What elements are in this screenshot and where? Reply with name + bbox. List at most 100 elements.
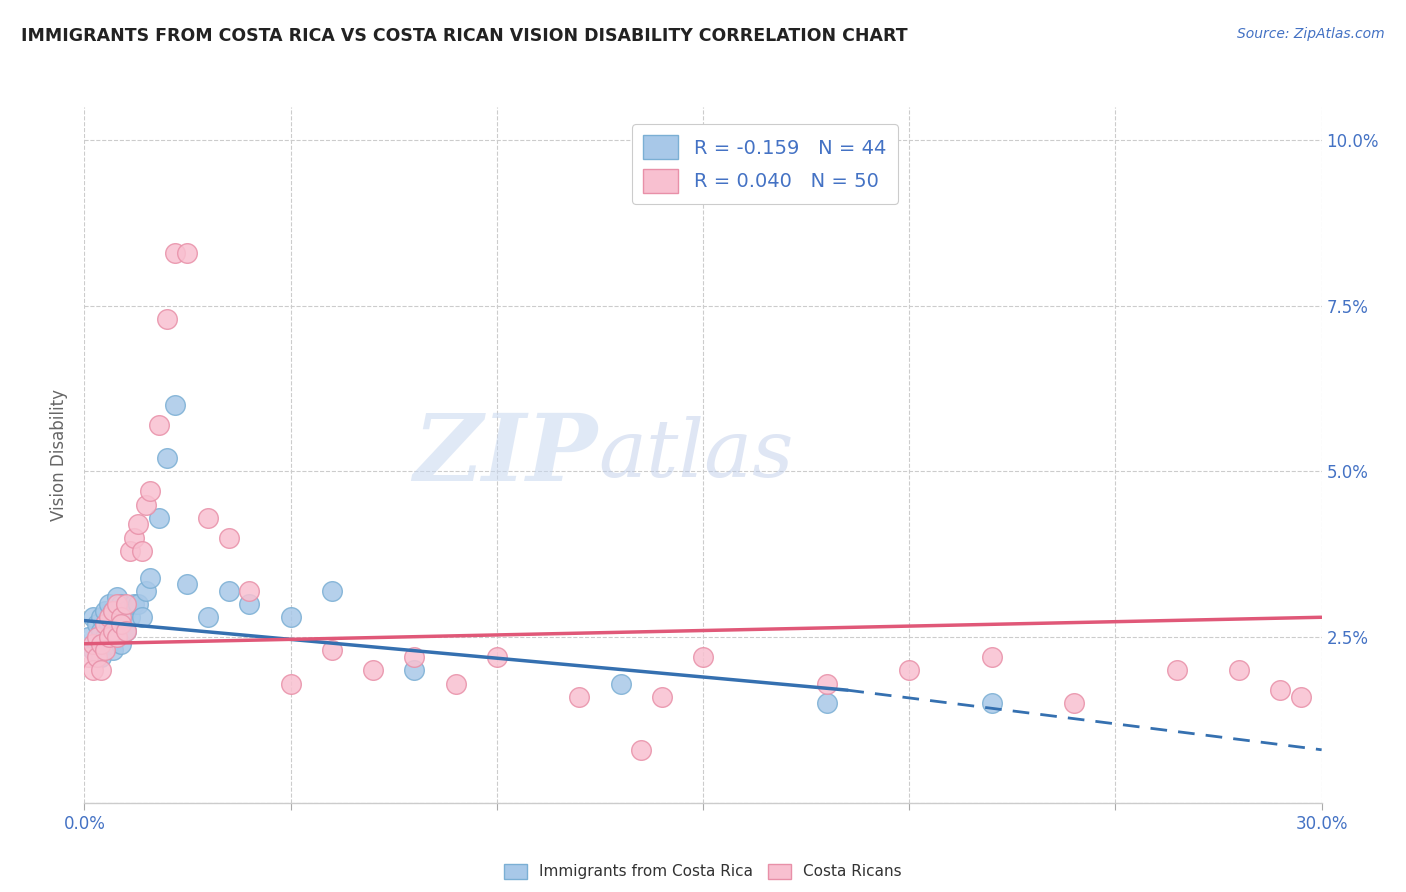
Point	[165, 245, 187, 260]
Point	[148, 511, 170, 525]
Point	[139, 484, 162, 499]
Point	[321, 643, 343, 657]
Point	[110, 610, 132, 624]
Point	[90, 663, 112, 677]
Point	[176, 577, 198, 591]
Point	[404, 650, 426, 665]
Point	[110, 637, 132, 651]
Point	[321, 583, 343, 598]
Point	[444, 676, 467, 690]
Point	[609, 676, 631, 690]
Point	[114, 624, 136, 638]
Point	[105, 630, 128, 644]
Point	[105, 630, 128, 644]
Point	[156, 312, 179, 326]
Point	[815, 676, 838, 690]
Point	[980, 650, 1002, 665]
Point	[86, 637, 108, 651]
Point	[238, 597, 260, 611]
Point	[135, 498, 157, 512]
Point	[280, 610, 302, 624]
Point	[94, 616, 117, 631]
Point	[86, 630, 108, 644]
Point	[82, 663, 104, 677]
Point	[105, 591, 128, 605]
Point	[135, 583, 157, 598]
Point	[197, 511, 219, 525]
Point	[77, 630, 100, 644]
Point	[98, 610, 121, 624]
Point	[105, 597, 128, 611]
Point	[103, 643, 125, 657]
Point	[238, 583, 260, 598]
Legend: Immigrants from Costa Rica, Costa Ricans: Immigrants from Costa Rica, Costa Ricans	[498, 857, 908, 886]
Point	[122, 597, 145, 611]
Text: ZIP: ZIP	[413, 410, 598, 500]
Point	[103, 624, 125, 638]
Point	[1063, 697, 1085, 711]
Point	[90, 650, 112, 665]
Point	[98, 637, 121, 651]
Point	[86, 650, 108, 665]
Point	[485, 650, 508, 665]
Point	[90, 624, 112, 638]
Y-axis label: Vision Disability: Vision Disability	[51, 389, 69, 521]
Point	[77, 650, 100, 665]
Point	[118, 610, 141, 624]
Point	[94, 604, 117, 618]
Point	[105, 610, 128, 624]
Point	[114, 624, 136, 638]
Point	[651, 690, 673, 704]
Point	[131, 544, 153, 558]
Point	[361, 663, 384, 677]
Point	[90, 610, 112, 624]
Point	[692, 650, 714, 665]
Point	[90, 637, 112, 651]
Point	[404, 663, 426, 677]
Point	[103, 624, 125, 638]
Point	[1270, 683, 1292, 698]
Text: IMMIGRANTS FROM COSTA RICA VS COSTA RICAN VISION DISABILITY CORRELATION CHART: IMMIGRANTS FROM COSTA RICA VS COSTA RICA…	[21, 27, 908, 45]
Point	[1289, 690, 1312, 704]
Point	[98, 597, 121, 611]
Point	[176, 245, 198, 260]
Point	[218, 583, 240, 598]
Point	[86, 616, 108, 631]
Point	[98, 616, 121, 631]
Point	[568, 690, 591, 704]
Point	[139, 570, 162, 584]
Point	[94, 643, 117, 657]
Point	[110, 616, 132, 631]
Point	[280, 676, 302, 690]
Point	[898, 663, 921, 677]
Point	[197, 610, 219, 624]
Point	[127, 517, 149, 532]
Point	[118, 544, 141, 558]
Point	[980, 697, 1002, 711]
Point	[94, 616, 117, 631]
Point	[103, 604, 125, 618]
Point	[131, 610, 153, 624]
Point	[98, 630, 121, 644]
Point	[148, 418, 170, 433]
Point	[82, 643, 104, 657]
Point	[82, 610, 104, 624]
Text: atlas: atlas	[598, 417, 793, 493]
Text: Source: ZipAtlas.com: Source: ZipAtlas.com	[1237, 27, 1385, 41]
Point	[103, 604, 125, 618]
Point	[630, 743, 652, 757]
Point	[114, 604, 136, 618]
Point	[218, 531, 240, 545]
Point	[94, 630, 117, 644]
Point	[127, 597, 149, 611]
Point	[815, 697, 838, 711]
Point	[110, 597, 132, 611]
Point	[165, 398, 187, 412]
Point	[1227, 663, 1250, 677]
Point	[122, 531, 145, 545]
Point	[110, 616, 132, 631]
Point	[114, 597, 136, 611]
Point	[1166, 663, 1188, 677]
Point	[156, 451, 179, 466]
Point	[82, 637, 104, 651]
